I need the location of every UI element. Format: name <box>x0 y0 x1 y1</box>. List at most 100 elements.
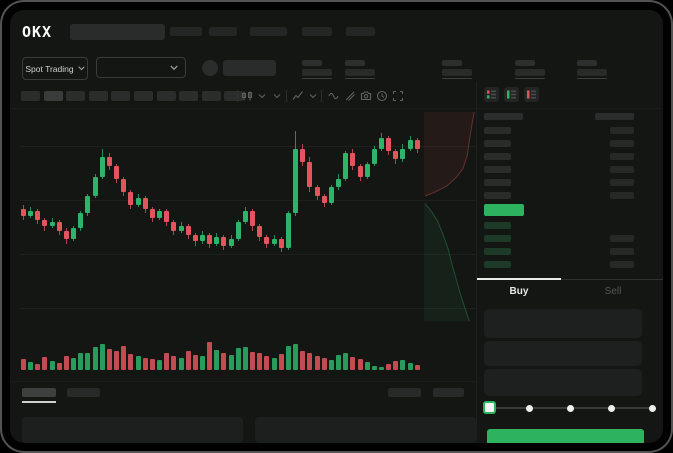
timeframe-button[interactable] <box>179 91 199 101</box>
tab-sell[interactable]: Sell <box>604 286 622 297</box>
chevron-down-icon[interactable] <box>307 90 319 102</box>
pair-avatar[interactable] <box>202 60 218 76</box>
bid-row-price-placeholder[interactable] <box>484 235 511 242</box>
pair-selector-dropdown[interactable] <box>96 57 186 78</box>
nav-item-placeholder[interactable] <box>170 27 202 36</box>
candlestick-chart[interactable] <box>20 112 478 332</box>
ask-row-amount-placeholder[interactable] <box>610 192 634 199</box>
timeframe-button[interactable] <box>66 91 86 101</box>
ask-row-amount-placeholder[interactable] <box>610 127 634 134</box>
candle <box>228 239 234 246</box>
ask-row-amount-placeholder[interactable] <box>610 140 634 147</box>
volume-bar <box>407 362 413 370</box>
candle <box>314 187 320 197</box>
candle <box>307 161 313 188</box>
timeframe-button[interactable] <box>224 91 244 101</box>
nav-item-placeholder[interactable] <box>346 27 375 36</box>
bid-row-amount-placeholder[interactable] <box>610 235 634 242</box>
tab-buy[interactable]: Buy <box>509 286 529 297</box>
search-placeholder[interactable] <box>70 24 165 40</box>
gridline <box>20 200 476 201</box>
slider-stop[interactable] <box>607 404 615 412</box>
market-type-dropdown[interactable]: Spot Trading <box>22 57 88 80</box>
camera-icon[interactable] <box>360 90 372 102</box>
stat-value-placeholder <box>577 69 607 76</box>
buy-submit-button[interactable] <box>487 429 644 446</box>
timeframe-button[interactable] <box>134 91 153 101</box>
bid-row-amount-placeholder[interactable] <box>610 261 634 268</box>
bid-row-price-placeholder[interactable] <box>484 261 511 268</box>
history-icon[interactable] <box>376 90 388 102</box>
bottom-action-placeholder[interactable] <box>388 388 421 397</box>
ask-row-price-placeholder[interactable] <box>484 179 511 186</box>
slider-stop[interactable] <box>648 404 656 412</box>
bid-row-price-placeholder[interactable] <box>484 222 511 229</box>
nav-item-placeholder[interactable] <box>250 27 287 36</box>
slider-stop[interactable] <box>566 404 574 412</box>
chevron-down-icon[interactable] <box>271 90 283 102</box>
candle <box>264 237 270 244</box>
book-asks-icon[interactable] <box>524 87 539 102</box>
fullscreen-icon[interactable] <box>392 90 404 102</box>
ask-row-amount-placeholder[interactable] <box>610 179 634 186</box>
volume-bar <box>271 358 277 370</box>
slider-stop[interactable] <box>525 404 533 412</box>
volume-bar <box>35 364 41 370</box>
timeframe-button[interactable] <box>156 91 176 101</box>
ask-row-price-placeholder[interactable] <box>484 153 511 160</box>
header-divider <box>12 108 661 109</box>
order-total-field[interactable] <box>484 369 642 396</box>
book-bids-icon[interactable] <box>504 87 519 102</box>
indicators-icon[interactable] <box>292 90 304 102</box>
volume-bar <box>106 349 112 370</box>
buy-tab-indicator <box>477 278 561 280</box>
timeframe-button[interactable] <box>43 91 63 101</box>
ask-row-price-placeholder[interactable] <box>484 166 511 173</box>
bottom-tab-orders[interactable] <box>22 388 56 397</box>
volume-bar <box>135 356 141 370</box>
amount-slider-handle[interactable] <box>483 401 496 414</box>
ask-row-amount-placeholder[interactable] <box>610 166 634 173</box>
stat-underline <box>442 78 472 79</box>
timeframe-button[interactable] <box>201 91 221 101</box>
volume-bar <box>321 358 327 370</box>
volume-bar <box>42 357 48 370</box>
nav-item-placeholder[interactable] <box>302 27 332 36</box>
volume-bar <box>121 346 127 370</box>
stat-value-placeholder <box>345 69 375 76</box>
timeframe-button[interactable] <box>88 91 108 101</box>
bottom-action-placeholder[interactable] <box>433 388 464 397</box>
candle <box>357 165 363 177</box>
chevron-down-icon[interactable] <box>256 90 268 102</box>
volume-bar <box>178 358 184 370</box>
okx-logo[interactable]: OKX <box>22 23 53 41</box>
order-amount-field[interactable] <box>484 341 642 366</box>
ask-row-price-placeholder[interactable] <box>484 140 511 147</box>
volume-bar <box>235 348 241 370</box>
ask-row-price-placeholder[interactable] <box>484 127 511 134</box>
timeframe-button[interactable] <box>21 91 40 101</box>
candle <box>293 148 299 214</box>
candle-type-icon[interactable] <box>241 90 253 102</box>
candle <box>200 234 205 242</box>
nav-item-placeholder[interactable] <box>209 27 237 36</box>
ask-row-amount-placeholder[interactable] <box>610 153 634 160</box>
bid-row-amount-placeholder[interactable] <box>610 248 634 255</box>
measure-icon[interactable] <box>344 90 356 102</box>
last-price-bar[interactable] <box>484 204 524 216</box>
trend-line-icon[interactable] <box>328 90 340 102</box>
volume-bar <box>278 354 284 370</box>
candle <box>106 157 112 166</box>
volume-bar <box>49 361 55 370</box>
bid-row-price-placeholder[interactable] <box>484 248 511 255</box>
bottom-tab-history[interactable] <box>67 388 100 397</box>
pair-name-placeholder[interactable] <box>223 60 276 76</box>
timeframe-button[interactable] <box>111 91 131 101</box>
order-price-field[interactable] <box>484 309 642 338</box>
ask-row-price-placeholder[interactable] <box>484 192 511 199</box>
candle <box>371 148 377 164</box>
candle <box>171 222 177 231</box>
book-all-icon[interactable] <box>484 87 499 102</box>
candle <box>71 228 77 240</box>
